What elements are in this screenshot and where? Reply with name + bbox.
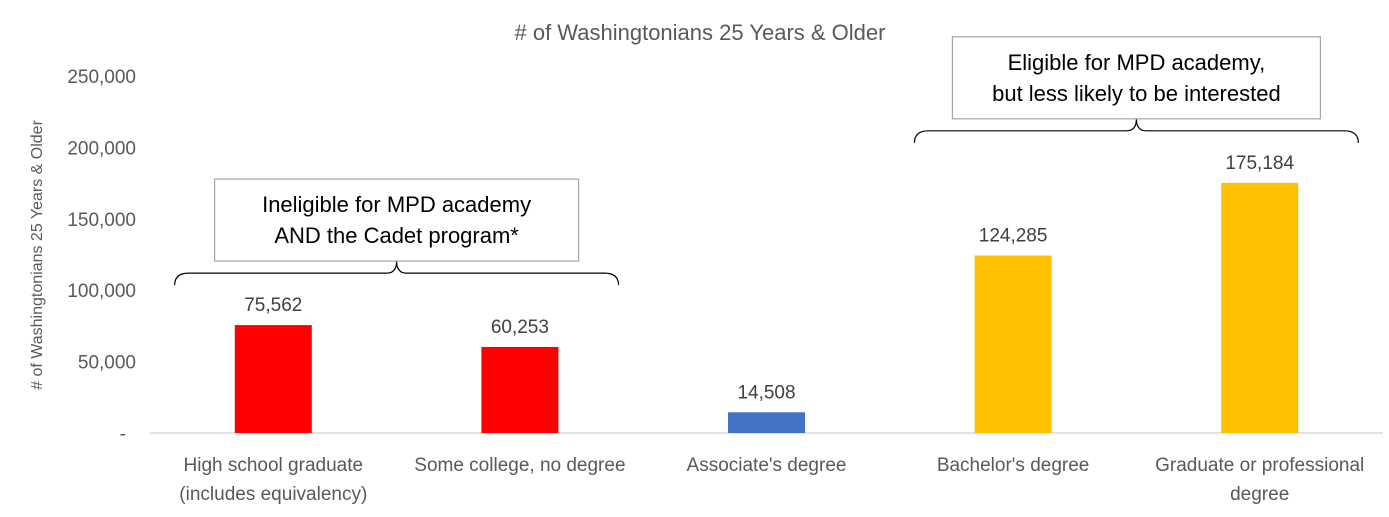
chart-title: # of Washingtonians 25 Years & Older — [515, 20, 886, 45]
x-tick-label: Bachelor's degree — [937, 455, 1090, 476]
x-tick-label: Some college, no degree — [414, 455, 625, 476]
x-tick-label: degree — [1230, 484, 1289, 505]
x-tick-label: Graduate or professional — [1155, 455, 1364, 476]
annotation-brace — [913, 118, 1359, 143]
bar — [728, 412, 805, 433]
data-label: 75,562 — [244, 295, 302, 316]
bar — [481, 346, 559, 433]
bar — [974, 255, 1052, 433]
annotation-text: but less likely to be interested — [992, 81, 1281, 106]
data-label: 175,184 — [1225, 153, 1294, 174]
y-tick-label: - — [120, 424, 126, 445]
bar-series: 75,562 60,253 14,508 124,285 175,184 — [234, 153, 1299, 433]
annotation-text: AND the Cadet program* — [274, 223, 519, 248]
annotation-brace — [174, 261, 620, 286]
data-label: 14,508 — [737, 382, 795, 403]
annotation-text: Ineligible for MPD academy — [262, 192, 531, 217]
data-label: 124,285 — [979, 226, 1048, 247]
annotations: Ineligible for MPD academy AND the Cadet … — [174, 36, 1359, 286]
y-tick-label: 200,000 — [67, 138, 136, 159]
data-label: 60,253 — [491, 317, 549, 338]
x-tick-label: (includes equivalency) — [179, 484, 367, 505]
annotation-text: Eligible for MPD academy, — [1008, 50, 1266, 75]
x-tick-label: Associate's degree — [687, 455, 847, 476]
x-tick-label: High school graduate — [184, 455, 364, 476]
y-axis-ticks: - 50,000 100,000 150,000 200,000 250,000 — [67, 67, 136, 445]
y-axis-label: # of Washingtonians 25 Years & Older — [29, 119, 46, 389]
y-tick-label: 250,000 — [67, 67, 136, 88]
annotation-box — [951, 36, 1322, 120]
y-tick-label: 100,000 — [67, 281, 136, 302]
bar — [1221, 182, 1299, 433]
annotation-box — [214, 178, 580, 262]
bar — [234, 325, 312, 433]
y-tick-label: 150,000 — [67, 210, 136, 231]
x-axis-ticks: High school graduate (includes equivalenc… — [179, 455, 1364, 505]
y-tick-label: 50,000 — [78, 353, 136, 374]
